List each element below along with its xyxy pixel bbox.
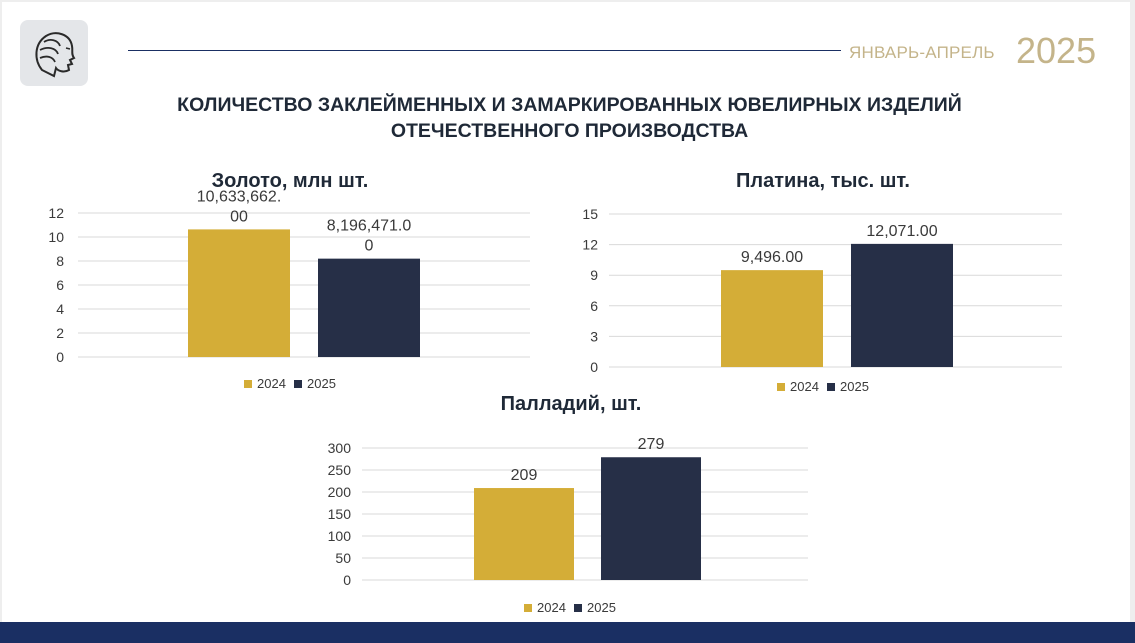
platinum-y-tick-label: 15 [582, 206, 598, 222]
palladium-legend-swatch-2024 [524, 604, 532, 612]
gold-legend-swatch-2025 [294, 380, 302, 388]
slide: ЯНВАРЬ-АПРЕЛЬ 2025 КОЛИЧЕСТВО ЗАКЛЕЙМЕНН… [2, 2, 1130, 622]
palladium-y-tick-label: 150 [328, 506, 352, 522]
gold-bar-2024 [188, 229, 290, 357]
palladium-bar-2024 [474, 488, 574, 580]
platinum-data-label-2024: 9,496.00 [741, 249, 803, 266]
platinum-y-tick-label: 9 [590, 267, 598, 283]
page-title: КОЛИЧЕСТВО ЗАКЛЕЙМЕННЫХ И ЗАМАРКИРОВАННЫ… [102, 92, 1037, 144]
palladium-y-tick-label: 100 [328, 528, 352, 544]
palladium-y-tick-label: 300 [328, 440, 352, 456]
gold-y-tick-label: 0 [56, 349, 64, 365]
platinum-bar-2024 [721, 270, 823, 367]
palladium-chart-title: Палладий, шт. [501, 393, 642, 415]
palladium-y-tick-label: 200 [328, 484, 352, 500]
platinum-y-tick-label: 6 [590, 298, 598, 314]
page-title-line-1: КОЛИЧЕСТВО ЗАКЛЕЙМЕННЫХ И ЗАМАРКИРОВАННЫ… [177, 94, 962, 116]
gold-data-label-2024: 10,633,662. 00 [197, 188, 282, 225]
gold-y-tick-label: 2 [56, 325, 64, 341]
palladium-bar-2025 [601, 457, 701, 580]
gold-y-tick-label: 10 [48, 229, 64, 245]
period-label: ЯНВАРЬ-АПРЕЛЬ [849, 43, 995, 62]
platinum-legend-label-2024: 2024 [790, 379, 819, 394]
platinum-chart: Платина, тыс. шт. 0 3 6 9 12 15 9,496.00 12,071.… [582, 170, 1062, 394]
platinum-bar-2025 [851, 243, 953, 367]
gold-chart-title: Золото, млн шт. [212, 170, 369, 192]
header-divider [128, 50, 841, 51]
gold-data-label-2025: 8,196,471.0 0 [327, 218, 412, 255]
gold-legend-label-2024: 2024 [257, 376, 286, 391]
gold-chart: Золото, млн шт. 0 2 4 6 8 10 12 10,633,662. 00 8,1… [48, 170, 530, 391]
platinum-y-tick-label: 12 [582, 237, 598, 253]
gold-y-tick-label: 6 [56, 277, 64, 293]
platinum-y-tick-label: 3 [590, 328, 598, 344]
palladium-data-label-2024: 209 [511, 467, 538, 484]
gold-y-tick-label: 8 [56, 253, 64, 269]
platinum-legend-swatch-2024 [777, 383, 785, 391]
platinum-y-tick-label: 0 [590, 359, 598, 375]
palladium-legend-label-2024: 2024 [537, 600, 566, 615]
logo [20, 20, 88, 86]
gold-bar-2025 [318, 258, 420, 357]
palladium-legend-swatch-2025 [574, 604, 582, 612]
gold-legend-swatch-2024 [244, 380, 252, 388]
palladium-y-tick-label: 250 [328, 462, 352, 478]
platinum-data-label-2025: 12,071.00 [866, 223, 937, 240]
gold-legend-label-2025: 2025 [307, 376, 336, 391]
palladium-legend-label-2025: 2025 [587, 600, 616, 615]
platinum-chart-title: Платина, тыс. шт. [736, 170, 910, 192]
year-label: 2025 [1016, 30, 1097, 71]
page-title-line-2: ОТЕЧЕСТВЕННОГО ПРОИЗВОДСТВА [390, 120, 749, 142]
palladium-y-tick-label: 50 [335, 550, 351, 566]
gold-y-tick-label: 4 [56, 301, 64, 317]
gold-y-tick-label: 12 [48, 205, 64, 221]
profile-head-emblem-icon [35, 32, 76, 78]
footer-bar [0, 622, 1135, 643]
palladium-chart: Палладий, шт. 0 50 100 150 200 250 300 209 279 202… [328, 393, 808, 615]
palladium-data-label-2025: 279 [638, 436, 665, 453]
platinum-legend-label-2025: 2025 [840, 379, 869, 394]
platinum-legend-swatch-2025 [827, 383, 835, 391]
palladium-y-tick-label: 0 [343, 572, 351, 588]
